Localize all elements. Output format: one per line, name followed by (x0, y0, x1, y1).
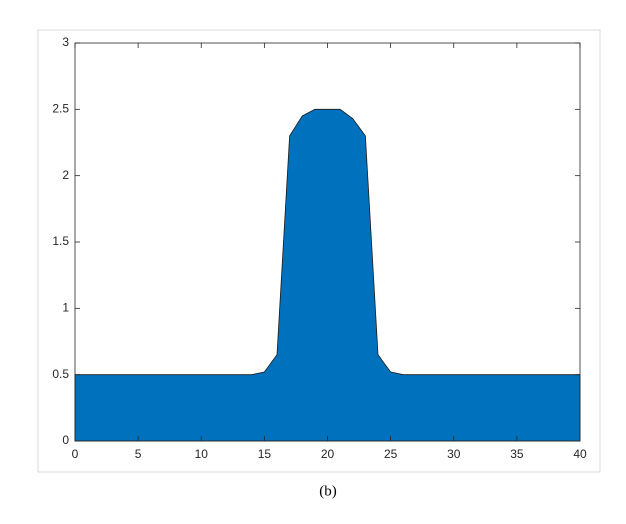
y-tick-label: 2 (62, 168, 69, 182)
x-tick-label: 30 (447, 447, 461, 461)
x-tick-label: 40 (573, 447, 587, 461)
x-tick-label: 10 (195, 447, 209, 461)
x-tick-label: 20 (321, 447, 335, 461)
y-tick-label: 3 (62, 35, 69, 49)
y-tick-label: 1.5 (52, 234, 69, 248)
y-tick-label: 1 (62, 301, 69, 315)
caption: (b) (319, 483, 337, 499)
y-tick-label: 2.5 (52, 102, 69, 116)
figure-border (37, 29, 601, 473)
x-tick-label: 35 (510, 447, 524, 461)
y-tick-label: 0.5 (52, 367, 69, 381)
x-tick-label: 0 (72, 447, 79, 461)
x-tick-label: 25 (384, 447, 398, 461)
x-tick-label: 5 (135, 447, 142, 461)
area (74, 108, 581, 442)
x-tick-label: 15 (258, 447, 272, 461)
y-tick-label: 0 (62, 433, 69, 447)
